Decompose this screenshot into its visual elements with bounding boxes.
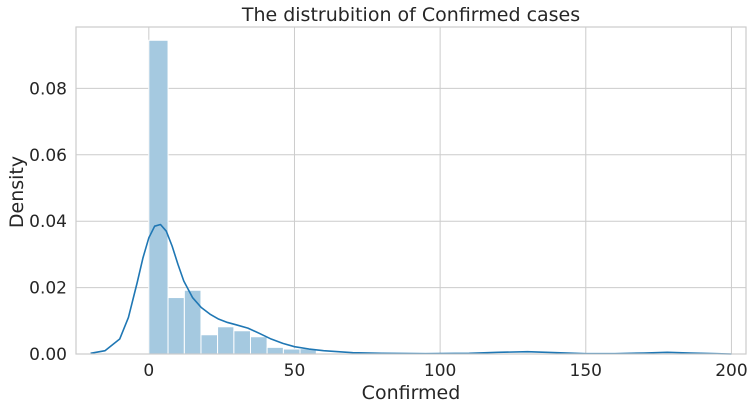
y-tick-label: 0.06 <box>29 146 67 166</box>
x-tick-label: 50 <box>284 361 306 381</box>
y-tick-label: 0.04 <box>29 212 67 232</box>
histogram-bar <box>249 336 268 355</box>
histogram-bar <box>266 346 284 355</box>
kde-curve-group <box>90 223 732 355</box>
plot-area-frame <box>75 26 747 355</box>
histogram-bar <box>233 330 251 355</box>
x-tick-label: 200 <box>715 361 747 381</box>
x-tick-labels: 0 50 100 150 200 <box>143 361 747 381</box>
chart-title: The distrubition of Confirmed cases <box>241 4 580 26</box>
histogram-bar <box>148 39 169 355</box>
y-tick-label: 0.02 <box>29 279 67 299</box>
x-tick-label: 0 <box>143 361 154 381</box>
kde-curve <box>90 223 732 355</box>
histogram-bar <box>217 326 235 355</box>
histogram-bar <box>200 334 219 355</box>
y-tick-label: 0.08 <box>29 79 67 99</box>
y-tick-label: 0.00 <box>29 345 67 365</box>
x-tick-label: 100 <box>424 361 456 381</box>
y-axis-label: Density <box>6 156 28 228</box>
histogram-bar <box>183 289 202 355</box>
histogram-bar <box>282 348 301 355</box>
histogram-bars <box>148 39 317 355</box>
x-tick-label: 150 <box>570 361 602 381</box>
x-axis-label: Confirmed <box>362 382 461 404</box>
y-tick-labels: 0.00 0.02 0.04 0.06 0.08 <box>29 79 67 365</box>
histogram-bar <box>167 297 185 355</box>
